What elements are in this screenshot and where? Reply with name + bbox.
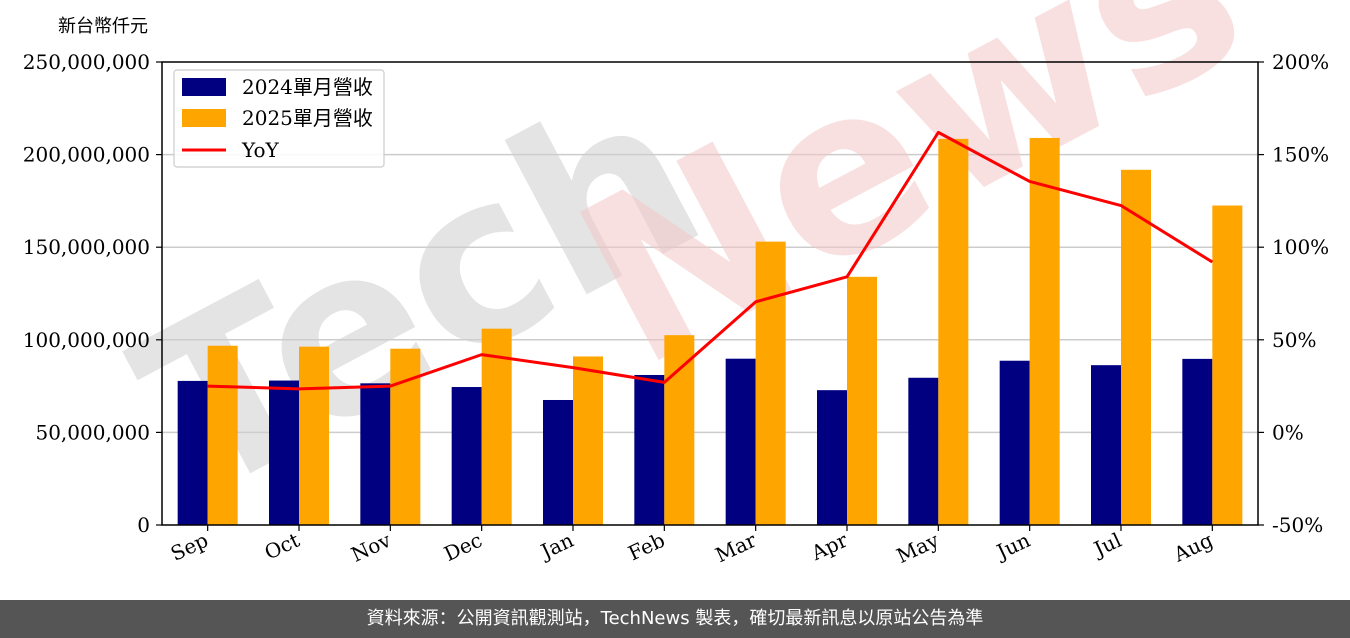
bar-2024 bbox=[543, 399, 573, 525]
legend-label: YoY bbox=[241, 138, 280, 162]
source-text: 資料來源：公開資訊觀測站，TechNews 製表，確切最新訊息以原站公告為準 bbox=[366, 608, 984, 629]
y-tick-label: 150,000,000 bbox=[23, 235, 150, 259]
y2-tick-label: 50% bbox=[1272, 328, 1316, 352]
legend-label: 2025單月營收 bbox=[242, 106, 373, 130]
bar-2025 bbox=[390, 348, 421, 525]
y-tick-label: 250,000,000 bbox=[23, 50, 150, 74]
x-tick-label: Jun bbox=[991, 528, 1034, 565]
x-tick-label: Feb bbox=[624, 528, 668, 566]
bar-2024 bbox=[817, 390, 847, 525]
bar-2024 bbox=[634, 374, 665, 525]
bar-2024 bbox=[269, 380, 299, 525]
bar-2024 bbox=[908, 377, 939, 525]
bar-2025 bbox=[755, 241, 786, 526]
y-axis-label: 新台幣仟元 bbox=[58, 16, 148, 37]
x-tick-label: Apr bbox=[807, 528, 852, 566]
y-tick-label: 0 bbox=[137, 513, 150, 537]
bar-2024 bbox=[360, 383, 391, 525]
bar-2024 bbox=[999, 360, 1030, 525]
y2-tick-label: 100% bbox=[1272, 235, 1329, 259]
legend-swatch bbox=[182, 109, 226, 127]
yoy-line bbox=[207, 130, 1214, 391]
x-tick-label: Jan bbox=[535, 528, 577, 565]
bar-2025 bbox=[207, 345, 238, 525]
bars bbox=[177, 137, 1243, 526]
bar-2025 bbox=[299, 346, 329, 525]
legend-swatch bbox=[182, 78, 226, 96]
x-tick-label: Dec bbox=[440, 528, 486, 566]
bar-2025 bbox=[664, 335, 695, 525]
bar-2025 bbox=[1212, 205, 1243, 525]
x-tick-label: Jul bbox=[1088, 528, 1125, 562]
x-tick-label: Sep bbox=[167, 528, 212, 566]
watermark-news: News bbox=[540, 0, 1282, 419]
x-tick-label: May bbox=[893, 527, 943, 568]
axes: 0 50,000,000 100,000,000 150,000,000 200,000… bbox=[23, 50, 1329, 568]
legend: 2024單月營收 2025單月營收 YoY bbox=[173, 69, 385, 168]
legend-box bbox=[173, 69, 385, 168]
y-tick-label: 50,000,000 bbox=[35, 420, 150, 444]
x-tick-label: Oct bbox=[261, 528, 303, 565]
y-tick-label: 100,000,000 bbox=[23, 328, 150, 352]
source-footer: 資料來源：公開資訊觀測站，TechNews 製表，確切最新訊息以原站公告為準 bbox=[0, 600, 1350, 638]
yoy-line-layer bbox=[207, 130, 1214, 391]
y2-tick-label: 150% bbox=[1272, 143, 1329, 167]
y2-tick-label: -50% bbox=[1272, 513, 1323, 537]
plot-frame bbox=[161, 61, 1259, 526]
bar-2025 bbox=[847, 276, 877, 525]
bar-2024 bbox=[1182, 358, 1213, 525]
x-tick-label: Mar bbox=[712, 528, 761, 568]
bar-2024 bbox=[725, 358, 756, 525]
revenue-chart: Tech News 050,000,000100,000,000150,000,… bbox=[23, 0, 1329, 568]
bar-2024 bbox=[451, 387, 482, 525]
x-tick-label: Nov bbox=[347, 527, 395, 566]
x-tick-label: Aug bbox=[1169, 528, 1217, 567]
bar-2025 bbox=[938, 138, 969, 525]
bar-2024 bbox=[1091, 365, 1121, 525]
bar-2025 bbox=[1029, 137, 1060, 525]
bar-2024 bbox=[177, 380, 208, 525]
bar-2025 bbox=[481, 328, 512, 525]
bar-2025 bbox=[1121, 169, 1151, 525]
y2-tick-label: 200% bbox=[1272, 50, 1329, 74]
y-tick-label: 200,000,000 bbox=[23, 143, 150, 167]
legend-label: 2024單月營收 bbox=[242, 75, 373, 99]
y2-tick-label: 0% bbox=[1272, 420, 1304, 444]
bar-2025 bbox=[573, 356, 603, 525]
